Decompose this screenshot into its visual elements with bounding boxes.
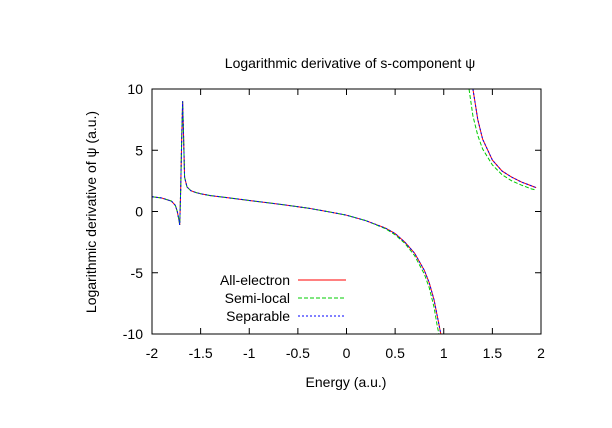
series-line-separable [152,101,442,334]
plot-frame [151,88,542,335]
x-tick-label: -0.5 [286,345,310,361]
x-tick-label: -2 [146,345,159,361]
y-tick-label: -5 [131,265,144,281]
x-tick-label: 1 [440,345,448,361]
series-line-semi-local [468,89,537,191]
x-axis-ticks: -2 -1.5 -1 -0.5 0 0.5 1 1.5 2 [146,89,545,361]
chart-title: Logarithmic derivative of s-component ψ [225,55,475,71]
y-tick-label: 10 [127,81,143,97]
series-line-semi-local [152,101,440,334]
y-tick-label: 5 [135,142,143,158]
series-line-all-electron [152,101,442,334]
y-tick-label: 0 [135,204,143,220]
legend-label-all-electron: All-electron [220,272,290,288]
y-axis-label: Logarithmic derivative of ψ (a.u.) [83,111,99,313]
series-line-separable [472,89,537,189]
series-layer [152,89,537,334]
legend-label-semi-local: Semi-local [225,290,290,306]
x-tick-label: 0.5 [385,345,405,361]
series-line-all-electron [472,89,537,189]
x-tick-label: 0 [343,345,351,361]
y-tick-label: -10 [123,326,143,342]
x-tick-label: -1 [243,345,256,361]
legend-label-separable: Separable [226,308,290,324]
y-axis-ticks: 10 5 0 -5 -10 [123,81,541,342]
x-tick-label: 1.5 [483,345,503,361]
x-axis-label: Energy (a.u.) [306,374,387,390]
x-tick-label: -1.5 [189,345,213,361]
legend: All-electron Semi-local Separable [220,272,346,324]
x-tick-label: 2 [537,345,545,361]
